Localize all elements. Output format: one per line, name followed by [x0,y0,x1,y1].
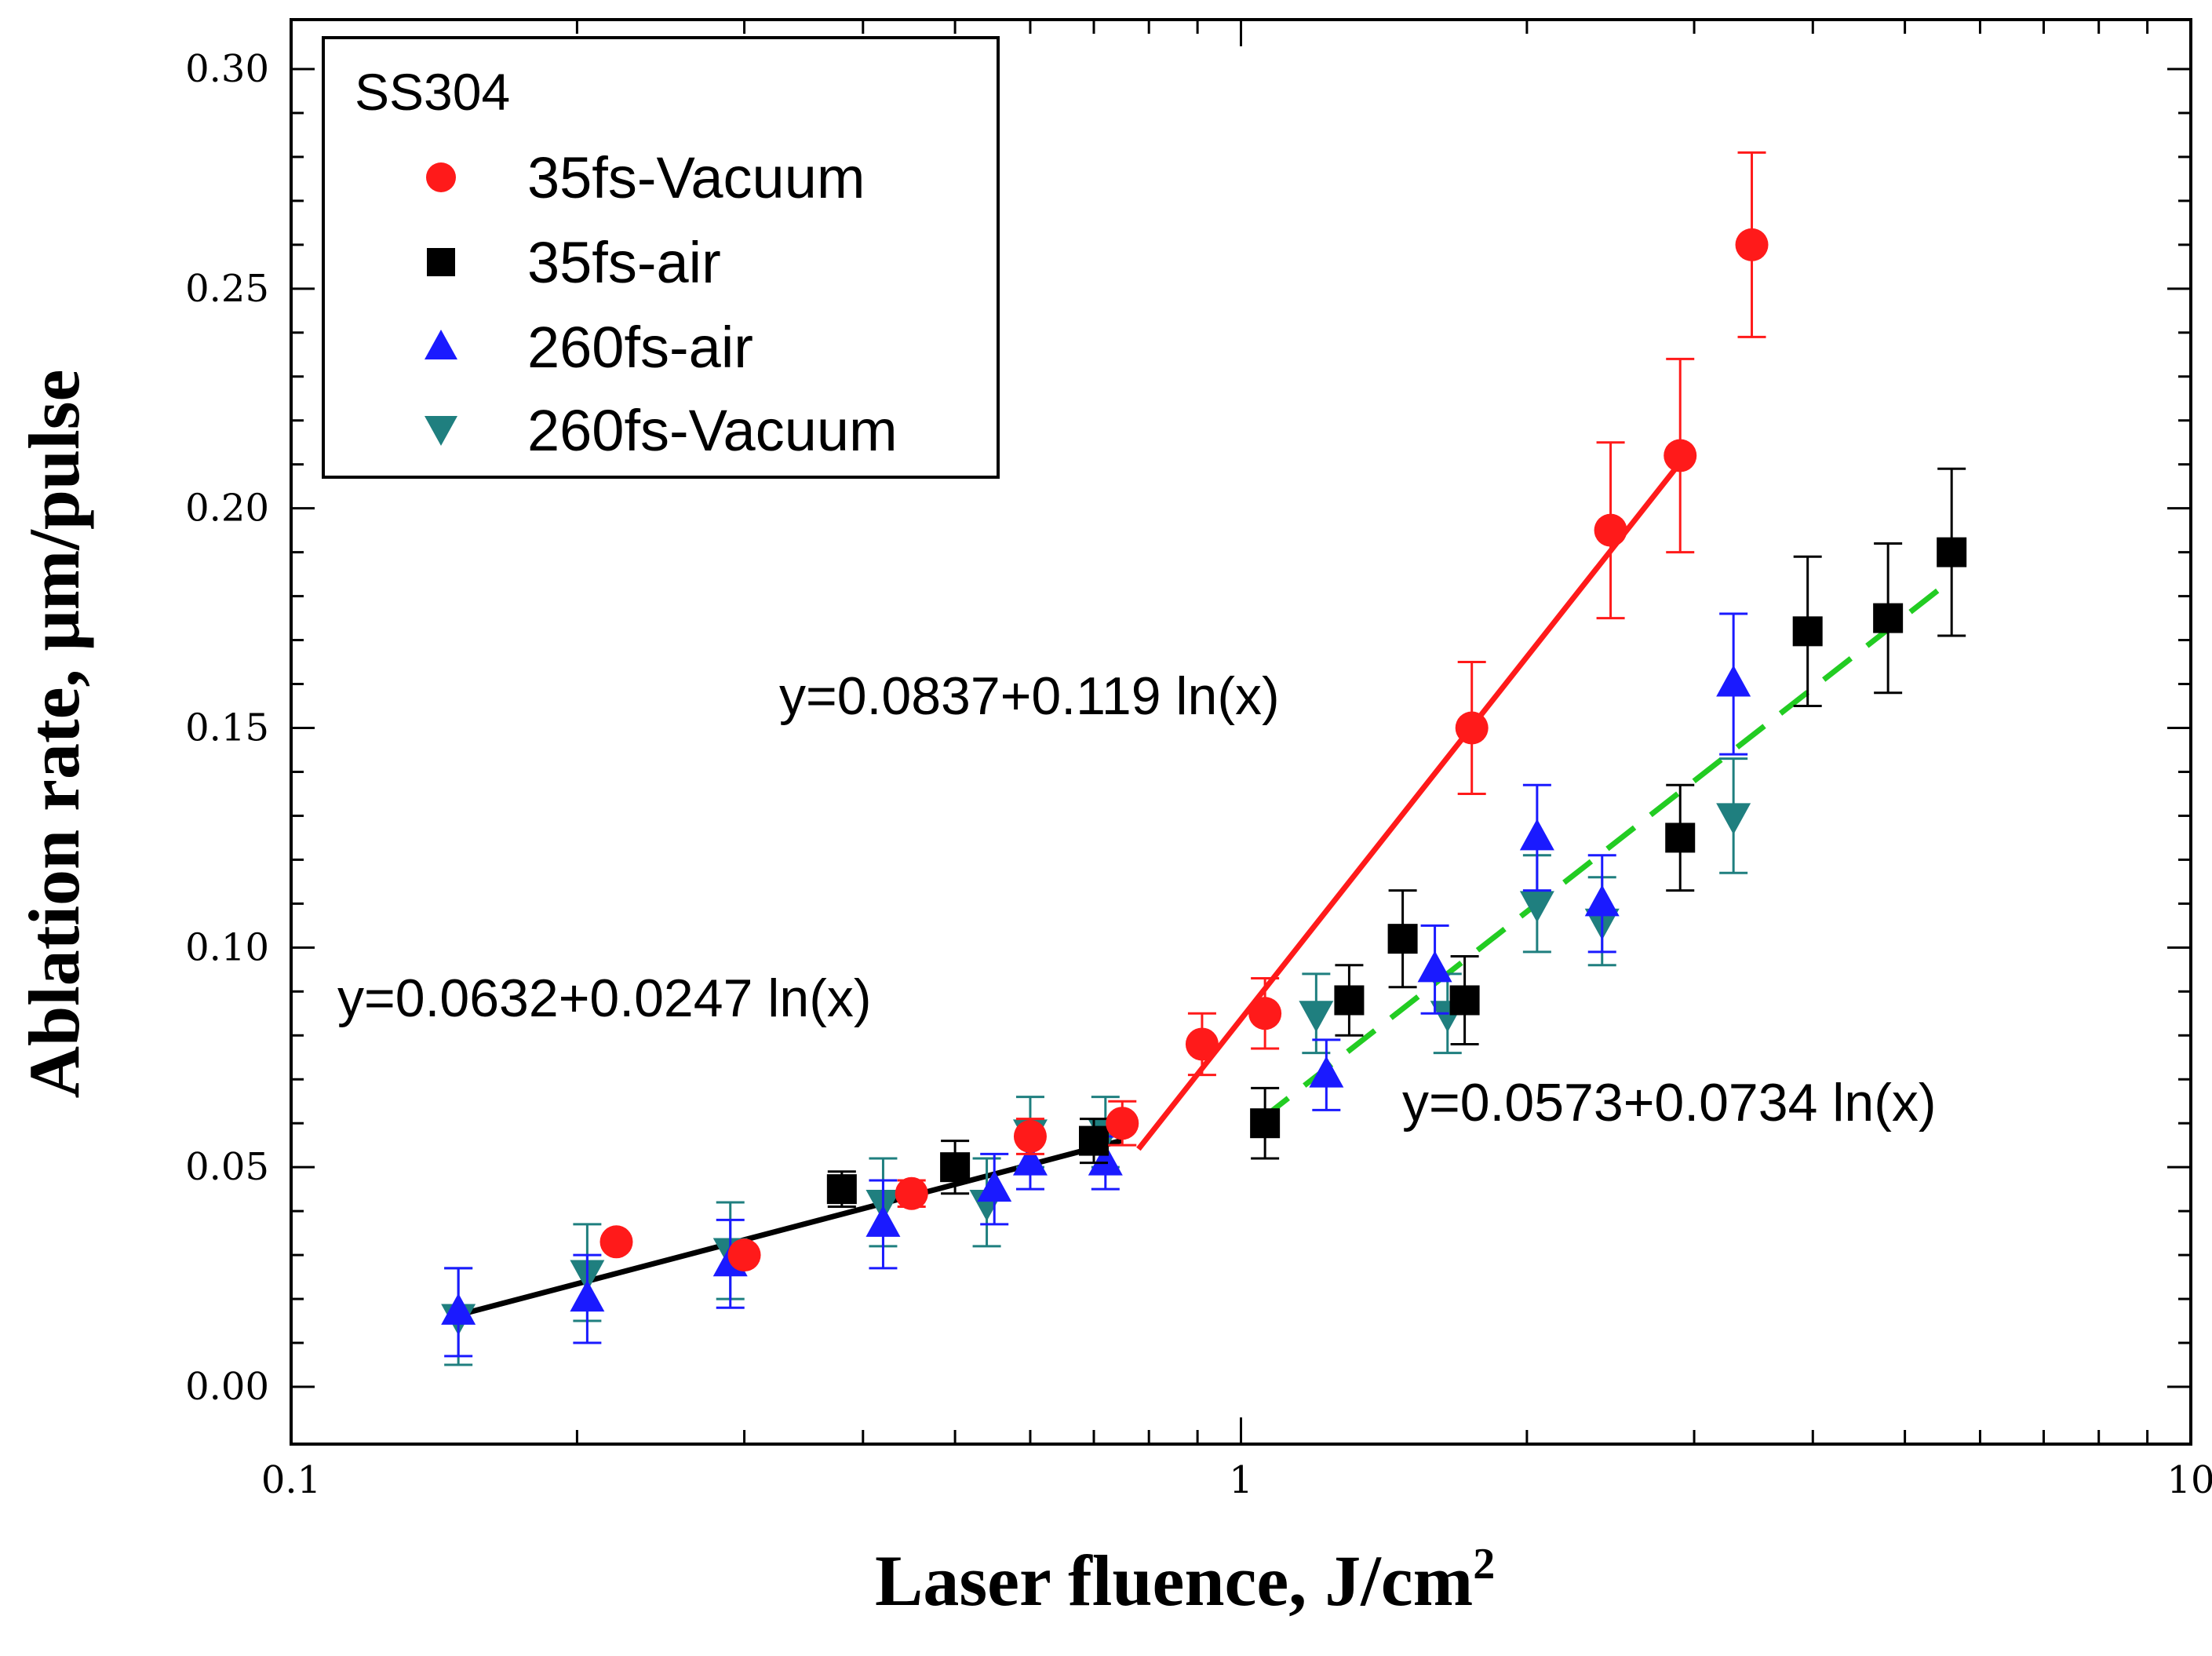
fit-label-red: y=0.0837+0.119 ln(x) [779,666,1280,726]
x-tick-label: 10 [2166,1458,2212,1502]
x-tick-label: 0.1 [261,1458,321,1502]
marker-35fs-air [940,1152,971,1183]
marker-260fs-air [977,1170,1012,1202]
legend-label-35fs-air: 35fs-air [527,230,721,295]
marker-35fs-air [1250,1108,1281,1139]
marker-35fs-vacuum [1106,1107,1139,1140]
marker-260fs-air [1088,1144,1123,1176]
legend: SS304 35fs-Vacuum 35fs-air 260fs-air 260… [322,36,1000,479]
y-tick-label: 0.25 [185,267,269,311]
marker-35fs-air [1387,924,1418,954]
marker-260fs-air [1519,819,1554,851]
fit-label-green: y=0.0573+0.0734 ln(x) [1402,1073,1937,1133]
marker-260fs-air [1417,950,1452,983]
legend-marker-260fs-vacuum [425,416,457,446]
x-axis-title-superscript: 2 [1473,1540,1495,1589]
legend-label-260fs-air: 260fs-air [527,315,753,380]
marker-260fs-air [1584,885,1620,917]
marker-260fs-air [570,1280,605,1312]
marker-35fs-air [1792,616,1823,647]
fit-line-1 [1136,461,1682,1151]
x-tick-label: 1 [1229,1458,1253,1502]
marker-35fs-air [826,1174,857,1205]
marker-35fs-air [1078,1125,1109,1156]
legend-label-35fs-vacuum: 35fs-Vacuum [527,145,865,210]
marker-260fs-air [441,1293,476,1325]
axis-ticks: 0.00 0.05 0.10 0.15 0.20 0.25 0.30 0.1 1 10 [185,20,2212,1502]
marker-260fs-vacuum [1299,1001,1334,1033]
x-axis-title: Laser fluence, J/cm2 [875,1540,1495,1621]
marker-260fs-air [1309,1056,1344,1088]
legend-marker-260fs-air [425,330,457,359]
y-tick-label: 0.10 [185,925,269,969]
data-markers [441,151,1967,1366]
x-axis-title-text: Laser fluence, J/cm [875,1541,1473,1621]
legend-label-260fs-vacuum: 260fs-Vacuum [527,398,898,463]
fit-line-2 [1259,583,1946,1122]
marker-35fs-vacuum [1455,711,1489,745]
marker-35fs-vacuum [599,1225,633,1259]
marker-35fs-vacuum [1735,228,1769,261]
marker-35fs-air [1334,985,1365,1016]
y-tick-label: 0.00 [185,1365,269,1409]
marker-260fs-vacuum [1716,803,1751,835]
marker-35fs-vacuum [1664,439,1697,472]
y-axis-title: Ablation rate, μm/pulse [14,370,94,1099]
marker-260fs-vacuum [1519,891,1554,923]
marker-35fs-vacuum [1248,997,1282,1030]
marker-35fs-vacuum [1185,1027,1219,1061]
y-tick-label: 0.20 [185,487,269,531]
marker-260fs-air [865,1205,901,1237]
marker-35fs-vacuum [895,1176,928,1210]
marker-35fs-air [1665,823,1696,853]
marker-35fs-air [1873,603,1904,633]
marker-260fs-air [1012,1144,1048,1176]
fit-line-0 [457,1137,1124,1318]
marker-35fs-vacuum [727,1238,761,1272]
marker-35fs-air [1449,985,1480,1016]
legend-marker-35fs-air [427,248,455,276]
fit-lines [457,461,1946,1318]
y-tick-label: 0.05 [185,1145,269,1189]
fit-label-black: y=0.0632+0.0247 ln(x) [337,968,872,1028]
y-tick-label: 0.15 [185,706,269,750]
marker-35fs-vacuum [1594,513,1627,547]
marker-260fs-air [1716,665,1751,697]
marker-35fs-air [1937,537,1967,567]
y-tick-label: 0.30 [185,47,269,91]
legend-title: SS304 [355,63,510,121]
marker-35fs-vacuum [1013,1119,1047,1153]
legend-marker-35fs-vacuum [426,162,456,192]
